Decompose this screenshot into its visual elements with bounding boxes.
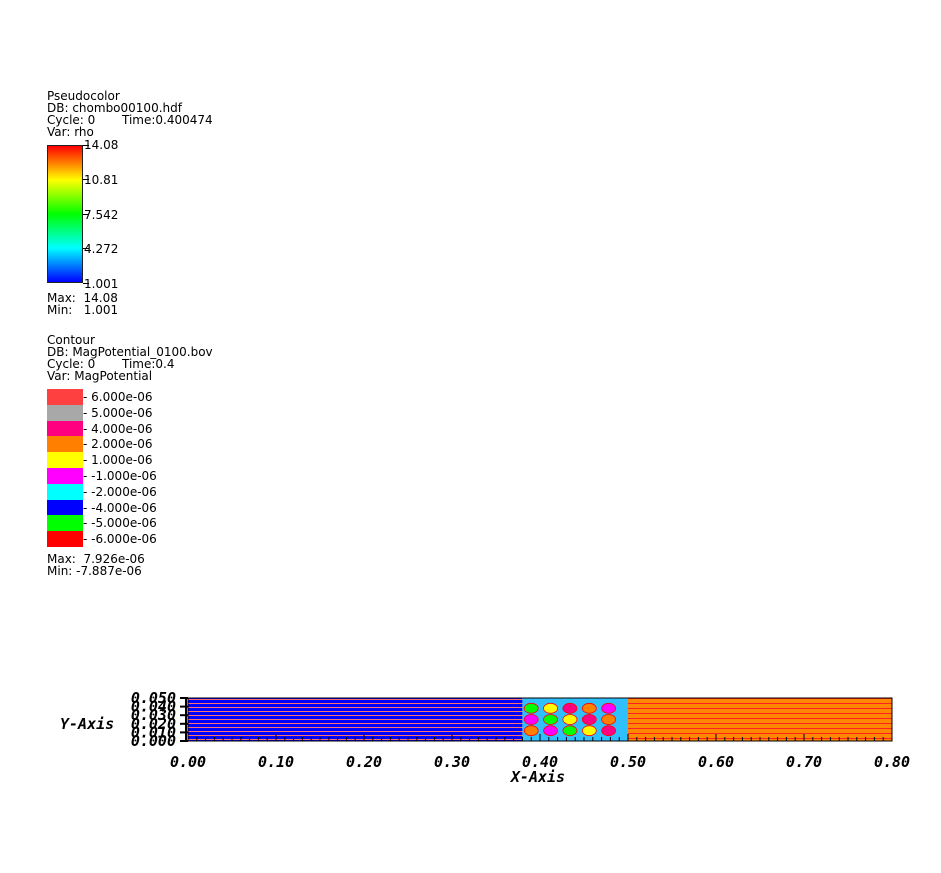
colorbar-tick bbox=[83, 283, 89, 284]
colorbar-tick bbox=[83, 145, 89, 146]
y-tick-label: 0.050 bbox=[131, 689, 176, 707]
colorbar-tick bbox=[83, 248, 89, 249]
pseudocolor-max: Max: 14.08 bbox=[47, 291, 118, 305]
contour-blob bbox=[543, 702, 558, 714]
colorbar-label: 7.542 bbox=[84, 208, 119, 222]
contour-level-label: - 5.000e-06 bbox=[83, 405, 153, 420]
contour-blob bbox=[601, 725, 617, 737]
contour-title: Contour bbox=[47, 333, 95, 347]
contour-swatch bbox=[47, 436, 83, 453]
contour-level-label: - 6.000e-06 bbox=[83, 390, 153, 404]
pseudocolor-db: DB: chombo00100.hdf bbox=[47, 101, 182, 115]
colorbar-label: 14.08 bbox=[84, 138, 119, 152]
contour-blob bbox=[543, 725, 558, 737]
y-axis-label: Y-Axis bbox=[60, 715, 114, 733]
x-axis-label: X-Axis bbox=[509, 768, 565, 786]
contour-blob bbox=[601, 714, 617, 725]
x-tick-label: 0.30 bbox=[434, 753, 470, 771]
colorbar-label: 4.272 bbox=[84, 242, 119, 256]
contour-swatch bbox=[47, 483, 83, 500]
pseudocolor-min: Min: 1.001 bbox=[47, 303, 119, 317]
contour-blob bbox=[562, 725, 578, 737]
contour-var: Var: MagPotential bbox=[47, 369, 153, 383]
contour-blob bbox=[523, 714, 539, 725]
contour-legend: Contour DB: MagPotential_0100.bov Cycle:… bbox=[47, 334, 213, 382]
x-tick-label: 0.00 bbox=[170, 753, 206, 771]
contour-swatch bbox=[47, 515, 83, 532]
y-tick-label: 0.020 bbox=[131, 715, 176, 733]
x-tick-label: 0.40 bbox=[522, 753, 558, 771]
pseudocolor-title: Pseudocolor bbox=[47, 89, 120, 103]
colorbar-tick bbox=[83, 179, 89, 180]
contour-level-label: - -1.000e-06 bbox=[83, 469, 157, 483]
pseudocolor-var: Var: rho bbox=[47, 125, 94, 139]
contour-blob bbox=[543, 714, 558, 725]
contour-blob bbox=[523, 702, 539, 714]
y-tick-label: 0.010 bbox=[131, 723, 176, 741]
pseudocolor-cycle-time: Cycle: 0 Time:0.400474 bbox=[47, 113, 213, 127]
contour-max: Max: 7.926e-06 bbox=[47, 552, 145, 566]
contour-blob bbox=[601, 702, 617, 714]
pseudocolor-legend: Pseudocolor DB: chombo00100.hdf Cycle: 0… bbox=[47, 90, 213, 138]
contour-blob bbox=[581, 725, 597, 737]
colorbar-label: 10.81 bbox=[84, 173, 119, 187]
contour-blob bbox=[562, 702, 578, 714]
contour-level-label: - 1.000e-06 bbox=[83, 453, 153, 468]
contour-level-label: - 4.000e-06 bbox=[83, 421, 153, 436]
contour-level-label: - -5.000e-06 bbox=[83, 516, 157, 531]
y-tick-label: 0.000 bbox=[131, 732, 176, 750]
contour-level-label: - -6.000e-06 bbox=[83, 532, 157, 547]
pseudocolor-colorbar bbox=[47, 145, 83, 283]
x-tick-label: 0.60 bbox=[698, 753, 734, 771]
y-tick-label: 0.030 bbox=[131, 706, 176, 724]
contour-blob bbox=[523, 725, 539, 737]
field-region bbox=[188, 698, 523, 741]
contour-level-label: - -2.000e-06 bbox=[83, 484, 157, 499]
colorbar-tick bbox=[83, 214, 89, 215]
contour-range: Max: 7.926e-06 Min: -7.887e-06 bbox=[47, 553, 145, 577]
contour-blob bbox=[562, 714, 578, 725]
x-axis: 0.00 0.10 0.20 0.30 0.40 0.50 0.60 0.70 0.80 bbox=[170, 734, 910, 771]
contour-min: Min: -7.887e-06 bbox=[47, 564, 142, 578]
field-regions bbox=[188, 698, 892, 741]
field-region bbox=[628, 698, 892, 741]
x-tick-label: 0.20 bbox=[346, 753, 382, 771]
contour-swatch bbox=[47, 389, 83, 405]
contour-swatch bbox=[47, 420, 83, 437]
y-tick-label: 0.040 bbox=[131, 698, 176, 716]
contour-swatch bbox=[47, 531, 83, 548]
x-tick-label: 0.70 bbox=[786, 753, 822, 771]
contour-swatch bbox=[47, 404, 83, 421]
contour-cycle-time: Cycle: 0 Time:0.4 bbox=[47, 357, 175, 371]
contour-db: DB: MagPotential_0100.bov bbox=[47, 345, 213, 359]
x-tick-label: 0.10 bbox=[258, 753, 294, 771]
contour-level-label: - -4.000e-06 bbox=[83, 500, 157, 515]
colorbar-label: 1.001 bbox=[84, 277, 119, 291]
contour-swatch bbox=[47, 468, 83, 484]
x-tick-label: 0.80 bbox=[874, 753, 910, 771]
contour-swatch bbox=[47, 452, 83, 469]
contour-blob bbox=[581, 702, 597, 714]
contour-swatch bbox=[47, 499, 83, 516]
contour-level-label: - 2.000e-06 bbox=[83, 437, 153, 452]
contour-blob bbox=[581, 714, 597, 725]
pseudocolor-range: Max: 14.08 Min: 1.001 bbox=[47, 292, 118, 316]
x-tick-label: 0.50 bbox=[610, 753, 646, 771]
